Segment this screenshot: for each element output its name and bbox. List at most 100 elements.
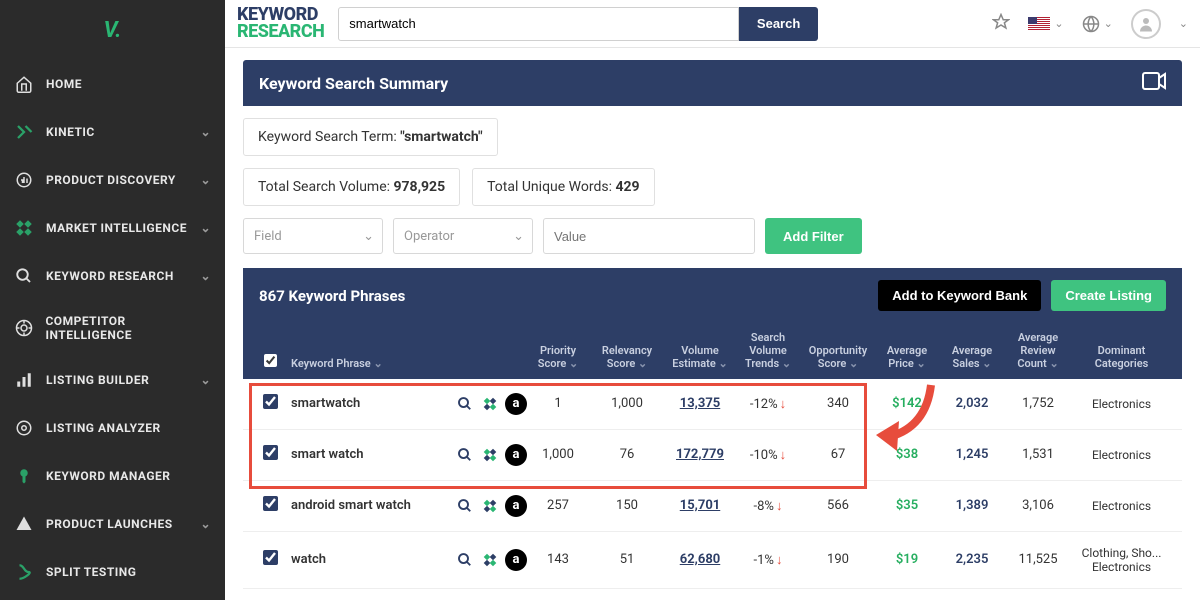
pin-icon[interactable] bbox=[992, 13, 1010, 35]
sidebar-item-kinetic[interactable]: KINETIC⌄ bbox=[0, 108, 225, 156]
cell-priority: 257 bbox=[527, 498, 589, 513]
select-all-checkbox[interactable] bbox=[264, 354, 277, 367]
chevron-down-icon: ⌄ bbox=[200, 221, 211, 235]
cell-reviews: 11,525 bbox=[1005, 552, 1071, 567]
flag-us-icon bbox=[1028, 17, 1050, 31]
chevron-down-icon: ⌄ bbox=[200, 125, 211, 139]
nav-icon bbox=[14, 418, 34, 438]
avatar[interactable] bbox=[1131, 9, 1161, 39]
summary-header: Keyword Search Summary bbox=[243, 60, 1182, 106]
summary-title: Keyword Search Summary bbox=[259, 74, 448, 93]
row-checkbox[interactable] bbox=[263, 496, 278, 511]
sidebar-item-home[interactable]: HOME bbox=[0, 60, 225, 108]
table-row: watch a 143 51 62,680 -1%↓ 190 $19 2,235… bbox=[243, 532, 1182, 589]
col-categories[interactable]: Dominant Categories bbox=[1071, 344, 1172, 370]
cell-opportunity: 340 bbox=[801, 396, 875, 411]
cell-sales: 1,245 bbox=[939, 447, 1005, 462]
logo[interactable]: V. bbox=[0, 10, 225, 50]
diamond-icon[interactable] bbox=[481, 446, 499, 464]
filter-field-select[interactable]: Field bbox=[243, 218, 383, 254]
col-priority[interactable]: Priority Score bbox=[527, 344, 589, 370]
cell-trend: -10%↓ bbox=[735, 447, 801, 463]
sidebar-item-keyword-manager[interactable]: KEYWORD MANAGER bbox=[0, 452, 225, 500]
row-checkbox[interactable] bbox=[263, 445, 278, 460]
sidebar-item-listing-analyzer[interactable]: LISTING ANALYZER bbox=[0, 404, 225, 452]
row-checkbox[interactable] bbox=[263, 550, 278, 565]
cell-price: $19 bbox=[875, 552, 939, 567]
diamond-icon[interactable] bbox=[481, 551, 499, 569]
add-to-bank-button[interactable]: Add to Keyword Bank bbox=[878, 280, 1041, 311]
chevron-down-icon: ⌄ bbox=[200, 269, 211, 283]
col-relevancy[interactable]: Relevancy Score bbox=[589, 344, 665, 370]
table-row: android smart watch a 257 150 15,701 -8%… bbox=[243, 481, 1182, 532]
cell-phrase: smartwatch bbox=[287, 396, 437, 411]
row-checkbox[interactable] bbox=[263, 394, 278, 409]
cell-priority: 143 bbox=[527, 552, 589, 567]
sidebar-item-listing-builder[interactable]: LISTING BUILDER⌄ bbox=[0, 356, 225, 404]
sidebar-item-market-intelligence[interactable]: MARKET INTELLIGENCE ⌄ bbox=[0, 204, 225, 252]
sidebar-item-product-discovery[interactable]: PRODUCT DISCOVERY⌄ bbox=[0, 156, 225, 204]
sidebar-item-competitor-intelligence[interactable]: COMPETITOR INTELLIGENCE bbox=[0, 300, 225, 356]
nav-label: LISTING BUILDER bbox=[46, 373, 149, 387]
cell-reviews: 1,531 bbox=[1005, 447, 1071, 462]
diamond-icon[interactable] bbox=[481, 497, 499, 515]
flag-selector[interactable]: ⌄ bbox=[1028, 17, 1063, 31]
cell-volume[interactable]: 62,680 bbox=[665, 552, 735, 567]
nav-icon bbox=[14, 318, 33, 338]
logo-icon: V. bbox=[104, 18, 122, 43]
nav-icon bbox=[14, 514, 34, 534]
cell-categories: Electronics bbox=[1071, 448, 1172, 462]
cell-priority: 1,000 bbox=[527, 447, 589, 462]
sidebar: V. HOMEKINETIC⌄PRODUCT DISCOVERY⌄MARKET … bbox=[0, 0, 225, 600]
chevron-down-icon[interactable]: ⌄ bbox=[1179, 17, 1188, 30]
search-button[interactable]: Search bbox=[739, 7, 818, 41]
col-trends[interactable]: Search Volume Trends bbox=[735, 331, 801, 371]
search-icon[interactable] bbox=[455, 394, 475, 414]
sidebar-item-keyword-research[interactable]: KEYWORD RESEARCH⌄ bbox=[0, 252, 225, 300]
cell-phrase: smart watch bbox=[287, 447, 437, 462]
search-icon[interactable] bbox=[455, 496, 475, 516]
globe-icon[interactable]: ⌄ bbox=[1082, 15, 1113, 33]
cell-categories: Electronics bbox=[1071, 499, 1172, 513]
cell-categories: Clothing, Sho... Electronics bbox=[1071, 546, 1172, 574]
diamond-icon[interactable] bbox=[481, 395, 499, 413]
cell-relevancy: 1,000 bbox=[589, 396, 665, 411]
search-icon[interactable] bbox=[455, 445, 475, 465]
col-reviews[interactable]: Average Review Count bbox=[1005, 331, 1071, 371]
create-listing-button[interactable]: Create Listing bbox=[1051, 280, 1166, 311]
cell-volume[interactable]: 13,375 bbox=[665, 396, 735, 411]
column-headers: Keyword Phrase Priority Score Relevancy … bbox=[243, 323, 1182, 379]
col-sales[interactable]: Average Sales bbox=[939, 344, 1005, 370]
col-price[interactable]: Average Price bbox=[875, 344, 939, 370]
table-row: smartwatch a 1 1,000 13,375 -12%↓ 340 $1… bbox=[243, 379, 1182, 430]
cell-phrase: android smart watch bbox=[287, 498, 437, 513]
amazon-icon[interactable]: a bbox=[505, 495, 527, 517]
search-input[interactable] bbox=[338, 7, 739, 41]
col-opportunity[interactable]: Opportunity Score bbox=[801, 344, 875, 370]
cell-opportunity: 190 bbox=[801, 552, 875, 567]
nav-label: MARKET INTELLIGENCE bbox=[46, 221, 187, 235]
cell-trend: -12%↓ bbox=[735, 396, 801, 412]
col-phrase[interactable]: Keyword Phrase bbox=[287, 357, 527, 370]
table-row: smart watch a 1,000 76 172,779 -10%↓ 67 … bbox=[243, 430, 1182, 481]
main-content: KEYWORD RESEARCH Search ⌄ ⌄ bbox=[225, 0, 1200, 600]
video-icon[interactable] bbox=[1142, 72, 1166, 94]
sidebar-item-product-launches[interactable]: PRODUCT LAUNCHES⌄ bbox=[0, 500, 225, 548]
chevron-down-icon: ⌄ bbox=[200, 173, 211, 187]
col-volume[interactable]: Volume Estimate bbox=[665, 344, 735, 370]
sidebar-item-split-testing[interactable]: SPLIT TESTING bbox=[0, 548, 225, 596]
filter-value-input[interactable] bbox=[543, 218, 755, 254]
amazon-icon[interactable]: a bbox=[505, 393, 527, 415]
cell-opportunity: 566 bbox=[801, 498, 875, 513]
filter-operator-select[interactable]: Operator bbox=[393, 218, 533, 254]
search-icon[interactable] bbox=[455, 550, 475, 570]
brand-text: KEYWORD RESEARCH bbox=[237, 7, 324, 39]
filter-row: Field Operator Add Filter bbox=[243, 218, 1182, 254]
cell-volume[interactable]: 15,701 bbox=[665, 498, 735, 513]
amazon-icon[interactable]: a bbox=[505, 444, 527, 466]
nav-label: COMPETITOR INTELLIGENCE bbox=[45, 314, 211, 342]
cell-volume[interactable]: 172,779 bbox=[665, 447, 735, 462]
add-filter-button[interactable]: Add Filter bbox=[765, 218, 862, 254]
amazon-icon[interactable]: a bbox=[505, 549, 527, 571]
volume-box: Total Search Volume: 978,925 bbox=[243, 168, 460, 206]
